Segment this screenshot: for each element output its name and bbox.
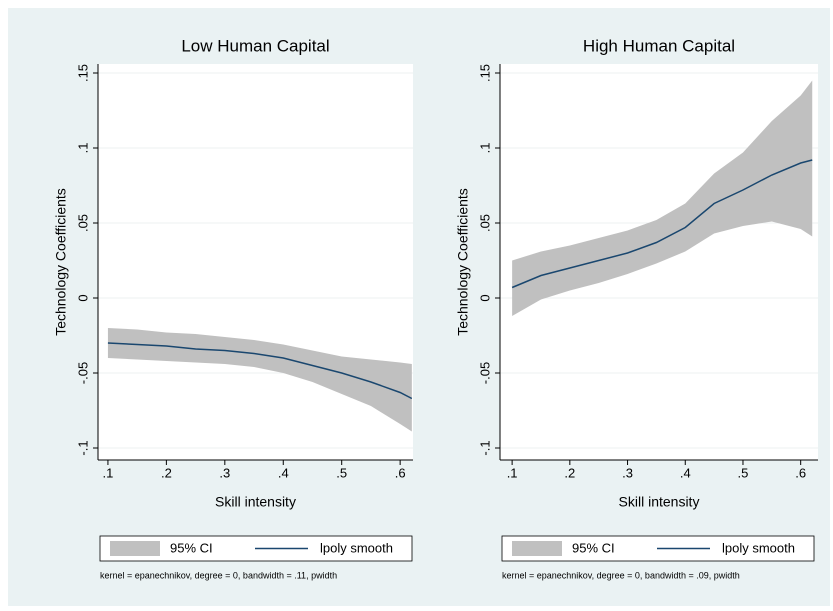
y-tick-label: .15 [75, 64, 90, 82]
x-tick-label: .4 [680, 465, 691, 480]
y-tick-label: .1 [75, 143, 90, 154]
x-tick-label: .3 [219, 465, 230, 480]
x-tick-label: .1 [507, 465, 518, 480]
note: kernel = epanechnikov, degree = 0, bandw… [502, 570, 740, 580]
legend-label: 95% CI [170, 540, 213, 555]
y-tick-label: -.1 [75, 440, 90, 455]
y-tick-label: .15 [477, 64, 492, 82]
chart-title: High Human Capital [583, 36, 735, 55]
y-tick-label: .1 [477, 143, 492, 154]
confidence-band [107, 328, 412, 432]
x-tick-label: .1 [103, 465, 114, 480]
x-axis-title: Skill intensity [619, 494, 700, 510]
confidence-band [512, 80, 813, 316]
x-axis-title: Skill intensity [215, 494, 296, 510]
smooth-line [107, 342, 413, 400]
x-tick-label: .5 [738, 465, 749, 480]
y-axis-title: Technology Coefficients [455, 188, 471, 336]
y-tick-label: 0 [477, 294, 492, 301]
legend-label: lpoly smooth [320, 540, 393, 555]
legend-swatch [110, 541, 160, 556]
x-tick-label: .2 [161, 465, 172, 480]
x-tick-label: .2 [564, 465, 575, 480]
y-tick-label: -.05 [477, 362, 492, 384]
chart-title: Low Human Capital [181, 36, 329, 55]
x-tick-label: .6 [795, 465, 806, 480]
legend-label: 95% CI [572, 540, 615, 555]
y-axis-title: Technology Coefficients [53, 188, 69, 336]
smooth-line [511, 159, 813, 289]
y-tick-label: 0 [75, 294, 90, 301]
y-tick-label: -.1 [477, 440, 492, 455]
y-tick-label: .05 [75, 214, 90, 232]
x-tick-label: .3 [622, 465, 633, 480]
legend-swatch [512, 541, 562, 556]
x-tick-label: .4 [278, 465, 289, 480]
y-tick-label: .05 [477, 214, 492, 232]
y-tick-label: -.05 [75, 362, 90, 384]
x-tick-label: .6 [395, 465, 406, 480]
legend-label: lpoly smooth [722, 540, 795, 555]
x-tick-label: .5 [336, 465, 347, 480]
note: kernel = epanechnikov, degree = 0, bandw… [100, 570, 337, 580]
